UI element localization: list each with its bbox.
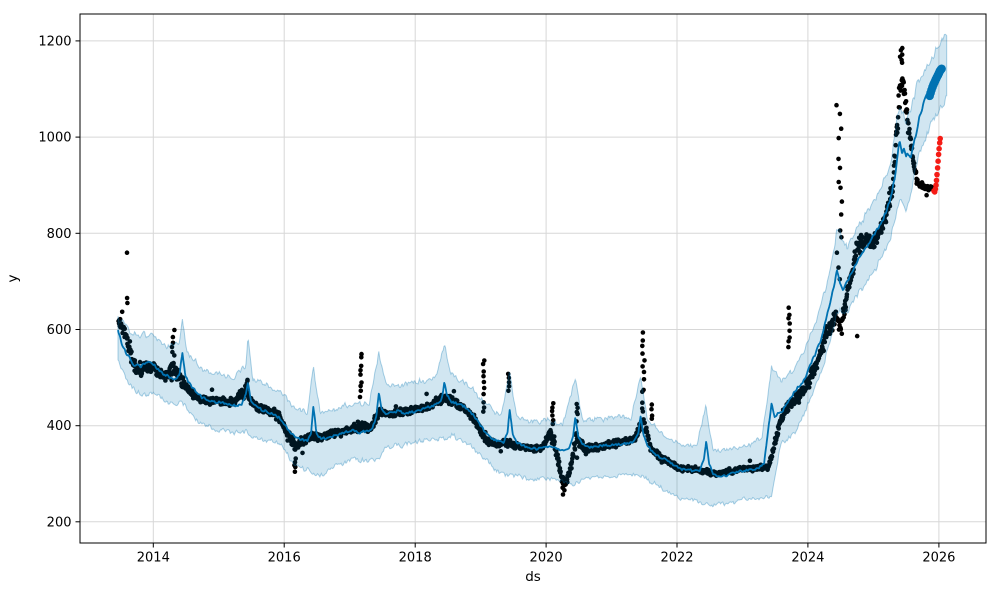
uncertainty-band: [117, 33, 948, 508]
x-tick-label: 2014: [137, 551, 170, 566]
x-axis: 2014 2016 2018 2020 2022 2024 2026: [137, 543, 955, 566]
y-axis-label: y: [5, 275, 21, 283]
x-tick-label: 2016: [268, 551, 301, 566]
y-tick-label: 1200: [38, 34, 71, 49]
x-tick-label: 2018: [399, 551, 432, 566]
x-axis-label: ds: [525, 569, 541, 585]
future-forecast-points: [925, 64, 946, 101]
x-tick-label: 2026: [922, 551, 955, 566]
y-tick-label: 1000: [38, 131, 71, 146]
x-tick-label: 2022: [660, 551, 693, 566]
forecast-line: [117, 71, 943, 478]
x-tick-label: 2020: [530, 551, 563, 566]
y-tick-label: 400: [47, 419, 72, 434]
y-axis: 200 400 600 800 1000 1200: [38, 34, 80, 530]
y-tick-label: 800: [47, 227, 72, 242]
grid: [80, 14, 986, 543]
plot-border: [79, 13, 987, 544]
y-tick-label: 200: [47, 515, 72, 530]
y-tick-label: 600: [47, 323, 72, 338]
chart-layers: 2014 2016 2018 2020 2022 2024 2026 200 400 600 800…: [38, 13, 987, 566]
observed-points: [116, 45, 935, 497]
x-tick-label: 2024: [791, 551, 824, 566]
anomaly-points: [931, 135, 943, 195]
